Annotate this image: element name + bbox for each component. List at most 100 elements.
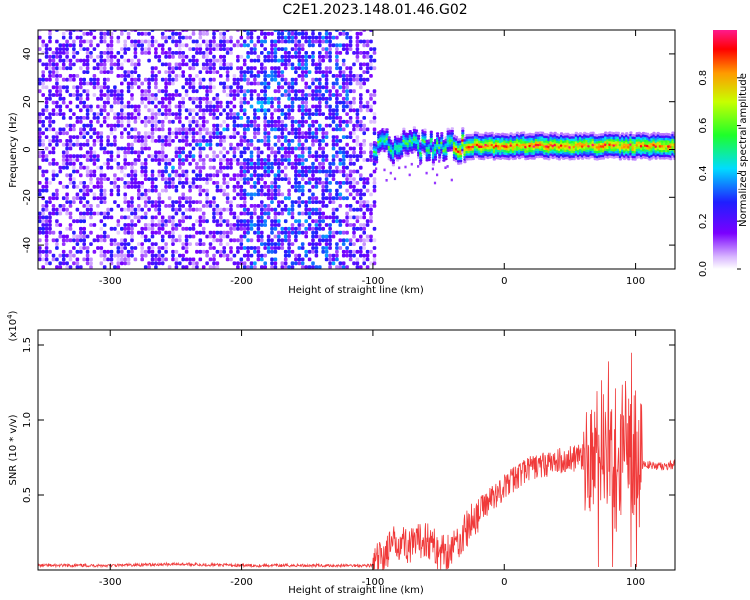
spectrogram-cell <box>277 89 281 94</box>
spectrogram-cell <box>242 161 247 166</box>
spectrogram-cell <box>341 85 346 90</box>
spectrogram-cell <box>85 150 90 155</box>
spectrogram-cell <box>205 234 209 239</box>
spectrogram-cell <box>273 39 278 44</box>
spectrogram-cell <box>270 150 274 155</box>
spectrogram-cell <box>38 188 42 193</box>
spectrogram-cell <box>304 135 308 139</box>
spectrogram-cell <box>215 184 220 189</box>
spectrogram-cell <box>253 51 257 55</box>
spectrogram-cell <box>300 154 305 159</box>
spectrogram-cell <box>208 58 213 63</box>
spectrogram-cell <box>277 234 281 239</box>
spectrogram-cell <box>140 249 144 254</box>
spectrogram-cell <box>92 223 97 227</box>
spectrogram-cell <box>96 211 100 216</box>
spectrogram-cell <box>338 169 343 174</box>
spectrogram-cell <box>188 200 192 204</box>
spectrogram-cell <box>58 169 63 174</box>
spectrogram-cell <box>171 54 175 59</box>
spectrogram-cell <box>205 93 209 97</box>
spectrogram-cell <box>290 207 295 212</box>
spectrogram-cell <box>324 31 329 36</box>
spectrogram-cell <box>181 226 185 231</box>
spectrogram-cell <box>239 173 244 178</box>
spectrogram-cell <box>133 150 138 155</box>
spectrogram-cell <box>365 207 370 212</box>
spectrogram-cell <box>164 204 168 208</box>
spectrogram-cell <box>184 139 189 143</box>
spectrogram-cell <box>143 135 148 139</box>
spectrogram-cell <box>61 196 66 201</box>
spectrogram-cell <box>215 249 220 254</box>
spectrogram-cell <box>239 108 244 113</box>
spectrogram-cell <box>307 150 312 155</box>
spectrogram-cell <box>38 47 42 51</box>
spectrogram-cell <box>263 173 267 178</box>
spectrogram-cell <box>359 119 363 124</box>
spectrogram-cell <box>273 66 278 71</box>
spectrogram-cell <box>133 177 138 181</box>
spectrogram-cell <box>205 181 209 185</box>
spectrogram-cell <box>167 74 172 78</box>
spectrogram-cell <box>160 234 165 239</box>
spectrogram-cell <box>198 77 203 82</box>
spectrogram-cell <box>294 51 298 55</box>
spectrogram-cell <box>38 112 42 116</box>
spectrogram-cell <box>225 192 230 197</box>
spectrogram-cell <box>72 93 76 97</box>
spectrogram-cell <box>246 246 250 250</box>
spectrogram-cell <box>300 66 305 71</box>
spectrogram-cell <box>355 123 360 128</box>
spectrogram-cell <box>205 261 209 266</box>
spectrogram-cell <box>253 66 257 71</box>
spectrogram-cell <box>359 93 363 97</box>
spectrogram-cell <box>48 215 52 220</box>
spectrogram-cell <box>109 249 114 254</box>
spectrogram-cell <box>283 93 288 97</box>
spectrogram-cell <box>263 119 267 124</box>
spectrogram-cell <box>314 242 319 246</box>
spectrogram-cell <box>290 127 295 132</box>
spectrogram-cell <box>236 184 240 189</box>
spectrogram-cell <box>72 181 76 185</box>
spectrogram-ridge-cell <box>454 135 459 139</box>
spectrogram-cell <box>239 238 244 243</box>
spectrogram-cell <box>222 154 226 159</box>
spectrogram-cell <box>154 242 158 246</box>
spectrogram-cell <box>164 169 168 174</box>
spectrogram-cell <box>355 139 360 143</box>
spectrogram-cell <box>38 142 42 147</box>
spectrogram-cell <box>304 58 308 63</box>
spectrogram-cell <box>174 249 179 254</box>
spectrogram-cell <box>130 181 134 185</box>
spectrogram-cell <box>328 112 332 116</box>
spectrogram-cell <box>171 223 175 227</box>
spectrogram-cell <box>277 169 281 174</box>
spectrogram-cell <box>359 196 363 201</box>
spectrogram-cell <box>307 135 312 139</box>
spectrogram-cell <box>167 181 172 185</box>
spectrogram-cell <box>314 85 319 90</box>
spectrogram-cell <box>260 100 264 105</box>
spectrogram-cell <box>160 177 165 181</box>
spectrogram-cell <box>174 173 179 178</box>
spectrogram-cell <box>307 35 312 40</box>
spectrogram-cell <box>160 238 165 243</box>
spectrogram-cell <box>133 54 138 59</box>
spectrogram-cell <box>58 253 63 258</box>
spectrogram-cell <box>266 246 271 250</box>
spectrogram-cell <box>65 173 69 178</box>
spectrogram-ridge-cell <box>547 157 551 161</box>
spectrogram-cell <box>120 31 124 36</box>
spectrogram-cell <box>242 226 247 231</box>
spectrogram-cell <box>242 108 247 113</box>
spectrogram-cell <box>44 146 49 151</box>
spectrogram-cell <box>130 135 134 139</box>
spectrogram-cell <box>96 177 100 181</box>
spectrogram-cell <box>201 204 206 208</box>
spectrogram-cell <box>311 142 315 147</box>
spectrogram-cell <box>181 150 185 155</box>
spectrogram-cell <box>198 31 203 36</box>
